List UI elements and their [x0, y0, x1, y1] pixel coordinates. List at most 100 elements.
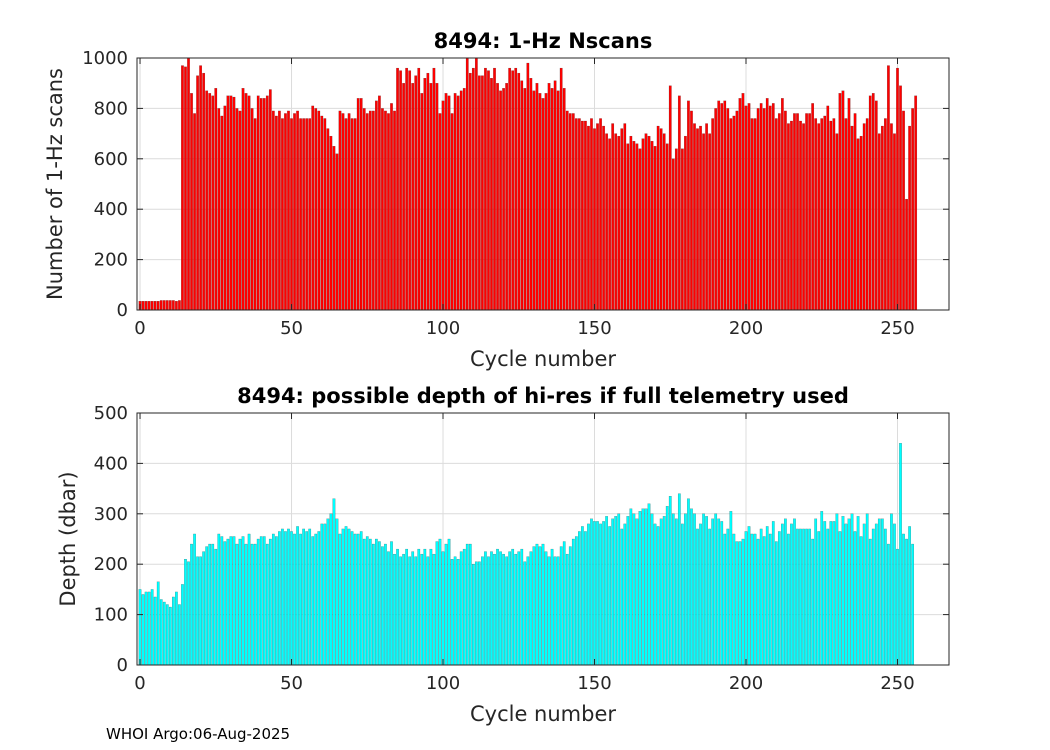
top-bar — [587, 125, 590, 311]
bottom-bar — [511, 548, 515, 666]
top-bar — [605, 133, 608, 311]
top-bar — [238, 110, 242, 311]
bottom-bar — [811, 538, 815, 666]
bottom-bar — [514, 553, 518, 666]
bottom-bar — [490, 551, 493, 666]
bottom-bar — [908, 526, 911, 666]
bottom-bar — [765, 526, 769, 666]
top-bar — [735, 110, 739, 311]
bottom-bar — [747, 526, 751, 666]
bottom-ytick-label: 500 — [94, 403, 128, 424]
top-bar — [768, 105, 772, 311]
bottom-bar — [687, 498, 690, 666]
top-bar — [178, 300, 181, 311]
top-bar — [838, 93, 842, 311]
bottom-bar — [356, 533, 360, 666]
top-bar — [317, 110, 321, 311]
top-bar — [553, 80, 557, 311]
bottom-bar — [190, 543, 193, 666]
bottom-bar — [656, 526, 660, 666]
bottom-bar — [217, 533, 221, 666]
top-bar — [602, 125, 605, 311]
top-bar — [493, 67, 496, 311]
top-bar — [481, 75, 484, 311]
bottom-bar — [865, 513, 869, 666]
top-bar — [880, 125, 884, 311]
bottom-bar — [196, 556, 199, 666]
top-bar — [784, 110, 787, 311]
bottom-bar — [726, 528, 730, 666]
top-bar — [332, 146, 336, 311]
bottom-bar — [150, 589, 154, 666]
top-bar — [190, 93, 193, 311]
bottom-bar — [774, 541, 778, 666]
bottom-bar — [447, 538, 451, 666]
bottom-bar — [568, 546, 572, 666]
bottom-bar — [699, 523, 702, 666]
bottom-bar — [647, 503, 651, 666]
bottom-bar — [408, 556, 412, 666]
top-bar — [608, 138, 612, 311]
bottom-bar — [717, 518, 721, 666]
bottom-bar — [796, 528, 799, 666]
top-bar — [450, 113, 454, 311]
bottom-bar — [690, 508, 693, 666]
bottom-bar — [668, 496, 672, 666]
bottom-bar — [168, 606, 172, 666]
bottom-bar — [538, 546, 542, 666]
bottom-bar — [799, 528, 802, 666]
bottom-ytick-label: 200 — [94, 554, 128, 575]
top-bar — [408, 70, 412, 311]
top-bar — [693, 123, 696, 311]
top-bar — [214, 88, 218, 311]
bottom-bar — [847, 518, 851, 666]
top-bar — [696, 128, 699, 311]
bottom-bar — [344, 526, 348, 666]
bottom-bar — [311, 536, 315, 666]
top-bar — [193, 113, 196, 311]
top-xtick-label: 150 — [577, 318, 611, 339]
top-chart: 0 50 100 150 200 250 0 200 400 600 800 1000 8494: 1… — [43, 29, 950, 371]
top-bar — [393, 110, 396, 311]
bottom-bar — [781, 523, 784, 666]
top-bar — [478, 75, 481, 311]
bottom-bar — [632, 513, 636, 666]
top-bar — [444, 93, 448, 311]
top-xtick-label: 50 — [280, 318, 303, 339]
bottom-bar — [620, 528, 624, 666]
top-bar — [308, 118, 312, 311]
bottom-bar — [565, 553, 569, 666]
bottom-bar — [674, 518, 678, 666]
top-bar — [814, 118, 818, 311]
top-bar — [184, 66, 187, 311]
top-bar — [223, 105, 227, 311]
top-bar — [253, 118, 257, 311]
top-bar — [826, 105, 830, 311]
top-bar — [905, 198, 908, 311]
bottom-bar — [596, 521, 599, 666]
top-bar — [647, 135, 651, 311]
top-bar — [471, 67, 475, 311]
bottom-bar — [877, 518, 881, 666]
top-bar — [371, 110, 375, 311]
footer-credit: WHOI Argo:06-Aug-2025 — [106, 725, 291, 743]
top-bar — [365, 113, 369, 311]
bottom-bar — [750, 533, 754, 666]
bottom-bar — [859, 536, 863, 666]
top-bar — [141, 301, 145, 311]
top-bar — [414, 75, 418, 311]
top-bar — [326, 128, 330, 311]
bottom-bar — [574, 536, 578, 666]
bottom-bar — [465, 543, 469, 666]
top-bar — [805, 113, 808, 311]
top-bar — [756, 108, 760, 311]
bottom-bar — [247, 533, 251, 666]
top-bar — [341, 113, 345, 311]
bottom-bar — [226, 538, 230, 666]
bottom-bar — [535, 543, 539, 666]
bottom-bar — [317, 531, 321, 666]
top-bar — [523, 88, 527, 311]
top-xtick-label: 250 — [880, 318, 914, 339]
top-bar — [571, 113, 575, 311]
